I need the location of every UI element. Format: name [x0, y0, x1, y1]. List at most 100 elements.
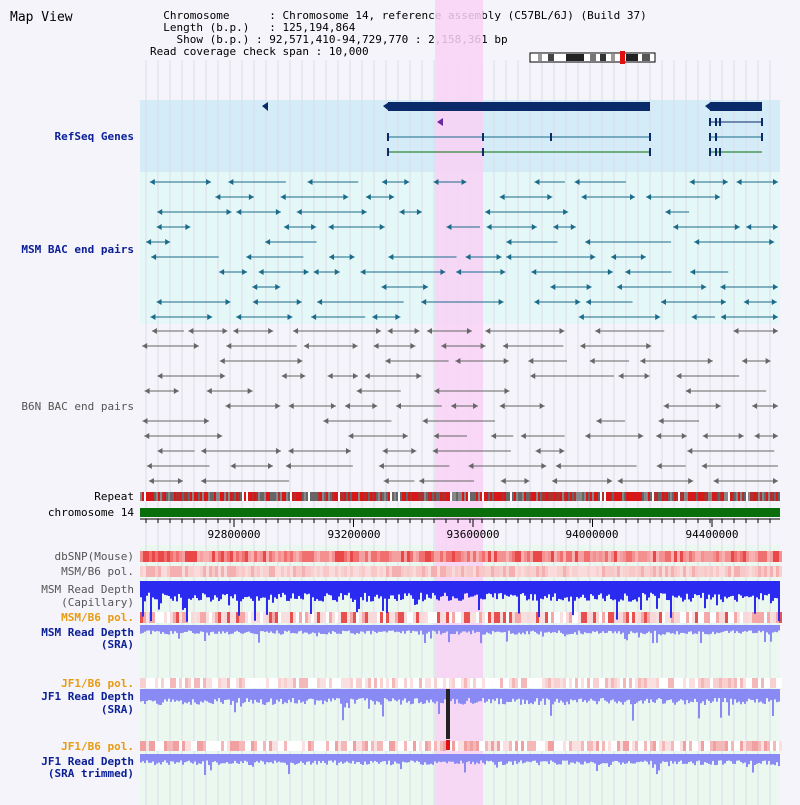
polymorphism-mark [146, 741, 149, 751]
polymorphism-mark [779, 678, 782, 688]
polymorphism-mark [779, 566, 782, 577]
depth-bar [424, 581, 426, 600]
depth-bar [606, 581, 608, 596]
depth-bar [230, 689, 232, 705]
depth-bar [280, 625, 282, 635]
depth-bar [486, 625, 488, 633]
track-label-b6n-bac[interactable]: B6N BAC end pairs [21, 400, 134, 413]
polymorphism-mark [521, 612, 524, 623]
depth-bar [376, 754, 378, 762]
polymorphism-mark [452, 678, 455, 688]
b6n-bac-pair-end [201, 478, 207, 484]
msm-bac-pair-end [625, 269, 631, 275]
track-label-msm-bac[interactable]: MSM BAC end pairs [21, 243, 134, 256]
polymorphism-mark [224, 612, 227, 623]
b6n-bac-pair-end [402, 433, 408, 439]
dbsnp-mark [398, 551, 401, 562]
polymorphism-mark [308, 678, 311, 688]
b6n-bac-pair-end [432, 448, 438, 454]
depth-bar [614, 689, 616, 702]
msm-bac-pair-end [236, 314, 242, 320]
depth-bar [748, 689, 750, 699]
depth-bar [326, 754, 328, 765]
depth-bar [364, 625, 366, 634]
depth-bar [622, 754, 624, 763]
polymorphism-mark [374, 741, 377, 751]
b6n-bac-pair-end [204, 418, 210, 424]
dbsnp-mark [428, 551, 431, 562]
track-label-refseq-genes[interactable]: RefSeq Genes [54, 130, 134, 143]
polymorphism-mark [479, 612, 482, 623]
dbsnp-mark [563, 551, 566, 562]
polymorphism-mark [305, 678, 308, 688]
track-label-dbsnp[interactable]: dbSNP(Mouse) [54, 550, 134, 563]
depth-bar [290, 689, 292, 703]
depth-bar [206, 625, 208, 633]
track-label-jf1-depth-trimmed[interactable]: JF1 Read Depth [41, 755, 134, 768]
track-label-jf1-depth-sra[interactable]: JF1 Read Depth [41, 690, 134, 703]
track-label-jf1-b6-pol-1[interactable]: JF1/B6 pol. [61, 677, 134, 690]
polymorphism-mark [761, 678, 764, 688]
depth-bar [188, 581, 190, 599]
polymorphism-mark [563, 678, 566, 688]
repeat-mark [476, 492, 478, 501]
depth-bar [706, 754, 708, 763]
repeat-mark [194, 492, 196, 501]
depth-bar [326, 625, 328, 635]
track-label-msm-b6-pol-2[interactable]: MSM/B6 pol. [61, 611, 134, 624]
polymorphism-mark [653, 612, 656, 623]
repeat-mark [740, 492, 742, 501]
b6n-bac-pair-end [416, 373, 422, 379]
track-label-repeat[interactable]: Repeat [94, 490, 134, 503]
depth-bar [246, 625, 248, 633]
polymorphism-mark [497, 678, 500, 688]
dbsnp-mark [194, 551, 197, 562]
depth-bar [316, 689, 318, 701]
polymorphism-mark [563, 566, 566, 577]
depth-bar [632, 625, 634, 633]
depth-bar [456, 754, 458, 764]
repeat-mark [142, 492, 144, 501]
polymorphism-mark [665, 612, 668, 623]
depth-bar [544, 581, 546, 597]
depth-bar [730, 689, 732, 699]
exon-mark [387, 148, 389, 156]
depth-bar [378, 581, 380, 599]
polymorphism-mark [455, 678, 458, 688]
msm-bac-pair-end [423, 284, 429, 290]
depth-bar [238, 581, 240, 616]
track-label-msm-b6-pol-1[interactable]: MSM/B6 pol. [61, 565, 134, 578]
polymorphism-mark [689, 612, 692, 623]
depth-bar [460, 754, 462, 761]
repeat-mark [432, 492, 434, 501]
dbsnp-mark [656, 551, 659, 562]
polymorphism-mark [578, 678, 581, 688]
polymorphism-mark [431, 566, 434, 577]
depth-bar [234, 754, 236, 761]
depth-bar [716, 689, 718, 702]
depth-bar [774, 754, 776, 766]
depth-bar [268, 754, 270, 763]
track-label-msm-depth-sra[interactable]: MSM Read Depth [41, 626, 134, 639]
depth-bar [366, 689, 368, 699]
depth-bar [386, 689, 388, 700]
track-label-chromosome[interactable]: chromosome 14 [47, 506, 134, 519]
repeat-mark [480, 492, 482, 501]
polymorphism-mark [776, 678, 779, 688]
polymorphism-mark [710, 612, 713, 623]
depth-bar [372, 581, 374, 602]
track-label-msm-depth-capillary[interactable]: MSM Read Depth [41, 583, 134, 596]
depth-bar [464, 581, 466, 594]
repeat-mark [550, 492, 552, 501]
polymorphism-mark [143, 566, 146, 577]
dbsnp-mark [506, 551, 509, 562]
polymorphism-mark [170, 741, 173, 751]
track-label-jf1-b6-pol-2[interactable]: JF1/B6 pol. [61, 740, 134, 753]
depth-bar [210, 625, 212, 633]
polymorphism-mark [458, 566, 461, 577]
depth-bar [344, 581, 346, 595]
depth-bar [200, 754, 202, 764]
dbsnp-mark [491, 551, 494, 562]
polymorphism-mark [539, 612, 542, 623]
